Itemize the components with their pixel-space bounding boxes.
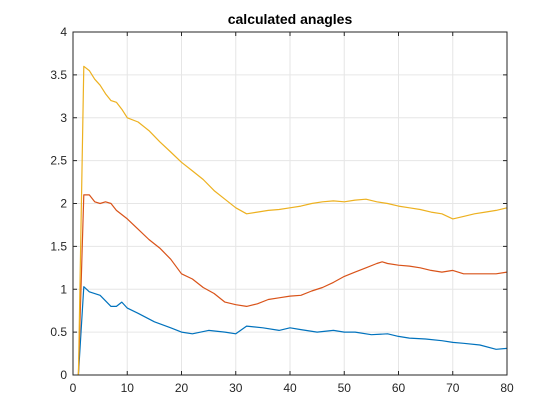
y-tick-label: 0 [60,368,67,382]
x-tick-label: 60 [392,381,406,395]
series-line-3 [77,65,508,376]
y-tick-label: 4 [60,25,67,39]
x-tick-label: 20 [175,381,189,395]
x-tick-label: 30 [229,381,243,395]
y-tick-label: 1 [60,282,67,296]
y-tick-label: 0.5 [50,325,67,339]
x-tick-label: 10 [121,381,135,395]
y-tick-label: 3.5 [50,68,67,82]
x-tick-label: 50 [338,381,352,395]
series-line-1 [77,286,508,376]
y-tick-label: 1.5 [50,239,67,253]
plot-series [77,65,508,376]
axes: 0 10 20 30 40 50 60 70 80 0 0.5 1 1.5 2 2.5 3 3.5 4 [50,25,514,395]
x-tick-label: 0 [70,381,77,395]
grid [73,32,507,375]
x-tick-label: 40 [283,381,297,395]
y-tick-label: 2.5 [50,154,67,168]
x-tick-label: 80 [500,381,514,395]
series-line-2 [77,194,508,376]
y-tick-label: 2 [60,197,67,211]
x-tick-label: 70 [446,381,460,395]
y-tick-label: 3 [60,111,67,125]
chart-title: calculated anagles [228,11,353,27]
